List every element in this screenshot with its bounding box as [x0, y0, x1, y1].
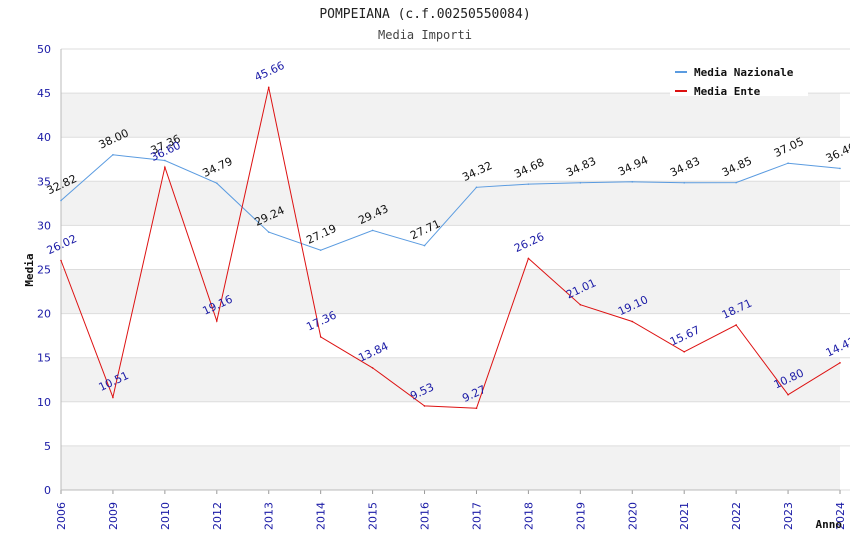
data-point — [112, 154, 114, 156]
chart-title: POMPEIANA (c.f.00250550084) — [319, 7, 530, 22]
data-point — [371, 229, 374, 232]
x-tick-label: 2009 — [107, 502, 120, 530]
series-line-media-nazionale — [60, 154, 841, 251]
data-point — [579, 181, 582, 184]
x-tick-label: 2018 — [522, 502, 535, 530]
y-tick-label: 25 — [37, 264, 51, 277]
data-point — [683, 181, 685, 184]
data-point — [475, 186, 478, 189]
plot-background — [61, 49, 840, 490]
data-point — [527, 183, 530, 185]
x-tick-label: 2014 — [315, 502, 328, 530]
y-tick-label: 40 — [37, 131, 51, 144]
data-point — [787, 393, 789, 396]
plot-band — [61, 313, 840, 358]
y-tick-label: 35 — [37, 175, 51, 188]
legend-box — [670, 60, 808, 96]
y-tick-label: 30 — [37, 219, 51, 232]
data-point — [112, 396, 114, 399]
plot-band — [61, 445, 840, 490]
data-point — [216, 320, 218, 322]
data-point — [631, 181, 634, 183]
x-tick-label: 2016 — [419, 502, 432, 530]
plot-band — [61, 93, 840, 138]
data-point — [631, 320, 634, 323]
chart-subtitle: Media Importi — [378, 28, 472, 42]
plot-band — [61, 357, 840, 402]
x-tick-label: 2020 — [626, 502, 639, 530]
x-tick-label: 2022 — [730, 502, 743, 530]
x-tick-label: 2010 — [159, 502, 172, 530]
data-point — [475, 407, 478, 410]
data-point — [319, 249, 322, 251]
plot-band — [61, 401, 840, 446]
plot-band — [61, 269, 840, 314]
data-point — [164, 159, 166, 162]
data-point — [839, 167, 841, 170]
data-point — [319, 336, 322, 338]
y-tick-label: 20 — [37, 308, 51, 321]
data-point — [683, 350, 685, 353]
y-tick-label: 0 — [44, 484, 51, 497]
data-point — [423, 405, 426, 407]
series-layer — [60, 86, 841, 410]
plot-band — [61, 137, 840, 182]
data-point — [267, 231, 270, 233]
x-tick-label: 2017 — [470, 502, 483, 530]
x-tick-label: 2023 — [782, 502, 795, 530]
y-tick-label: 50 — [37, 43, 51, 56]
data-point — [267, 86, 270, 89]
x-tick-label: 2013 — [263, 502, 276, 530]
x-tick-label: 2012 — [211, 502, 224, 530]
legend-entry: Media Ente — [694, 85, 761, 98]
plot-band — [61, 225, 840, 270]
data-point — [839, 362, 841, 364]
y-axis-ticks: 0 5 10 15 20 25 30 35 40 45 50 — [37, 43, 51, 497]
x-tick-label: 2024 — [834, 502, 847, 530]
y-tick-label: 10 — [37, 396, 51, 409]
x-axis-label: Anno — [816, 518, 843, 531]
x-tick-label: 2021 — [678, 502, 691, 530]
data-point — [579, 303, 582, 306]
y-tick-label: 15 — [37, 352, 51, 365]
data-point — [60, 199, 62, 202]
data-point — [164, 166, 166, 168]
data-point — [371, 367, 374, 369]
legend-entry: Media Nazionale — [694, 66, 794, 79]
data-point — [60, 259, 62, 262]
data-point — [527, 257, 530, 260]
data-point — [735, 324, 737, 326]
data-point — [735, 181, 737, 184]
series-line-media-ente — [60, 87, 841, 409]
y-tick-label: 5 — [44, 440, 51, 453]
legend: Media Nazionale Media Ente — [670, 60, 808, 98]
data-point — [423, 244, 426, 247]
y-tick-label: 45 — [37, 87, 51, 100]
x-tick-label: 2015 — [367, 502, 380, 530]
data-point — [787, 162, 789, 165]
y-axis-label: Media — [23, 253, 36, 286]
x-tick-label: 2019 — [574, 502, 587, 530]
data-point — [216, 182, 218, 184]
plot-band — [61, 181, 840, 226]
x-axis-ticks: 2006 2009 2010 2012 2013 2014 2015 2016 2017 2018… — [55, 490, 847, 530]
x-tick-label: 2006 — [55, 502, 68, 530]
